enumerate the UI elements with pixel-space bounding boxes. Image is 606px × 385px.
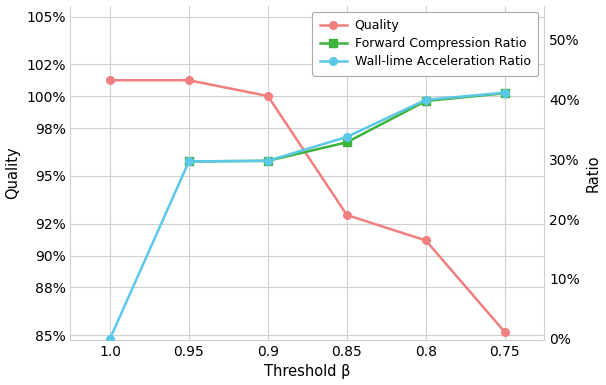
Wall-lime Acceleration Ratio — [185, 159, 193, 164]
Wall-lime Acceleration Ratio — [264, 159, 271, 163]
Quality — [106, 78, 113, 82]
X-axis label: Threshold β: Threshold β — [264, 365, 350, 380]
Legend: Quality, Forward Compression Ratio, Wall-lime Acceleration Ratio: Quality, Forward Compression Ratio, Wall… — [312, 12, 538, 76]
Line: Quality: Quality — [106, 77, 508, 336]
Quality — [422, 238, 430, 243]
Wall-lime Acceleration Ratio — [422, 97, 430, 102]
Forward Compression Ratio — [501, 91, 508, 95]
Y-axis label: Ratio: Ratio — [585, 154, 601, 192]
Forward Compression Ratio — [185, 159, 193, 164]
Wall-lime Acceleration Ratio — [106, 336, 113, 341]
Quality — [185, 78, 193, 82]
Line: Forward Compression Ratio: Forward Compression Ratio — [185, 89, 508, 165]
Forward Compression Ratio — [422, 99, 430, 103]
Forward Compression Ratio — [343, 140, 350, 145]
Line: Wall-lime Acceleration Ratio: Wall-lime Acceleration Ratio — [106, 89, 508, 343]
Wall-lime Acceleration Ratio — [343, 135, 350, 139]
Y-axis label: Quality: Quality — [5, 146, 21, 199]
Wall-lime Acceleration Ratio — [501, 90, 508, 95]
Quality — [264, 94, 271, 98]
Quality — [343, 213, 350, 217]
Forward Compression Ratio — [264, 159, 271, 163]
Quality — [501, 330, 508, 335]
